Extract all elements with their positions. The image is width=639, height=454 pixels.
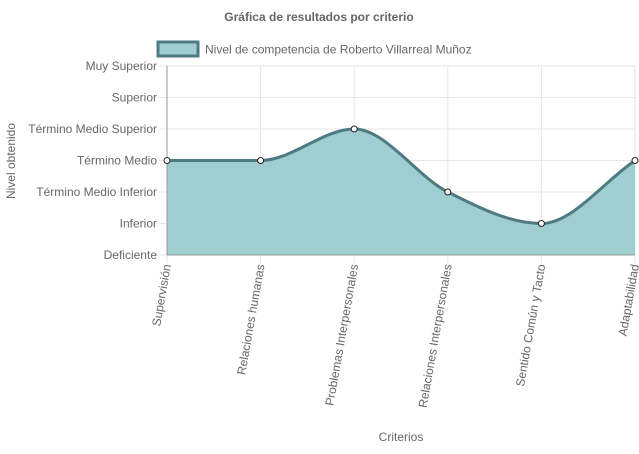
y-tick-label: Término Medio Superior [28, 122, 157, 136]
legend[interactable]: Nivel de competencia de Roberto Villarre… [156, 40, 472, 58]
y-tick-labels: Deficiente Inferior Término Medio Inferior… [28, 59, 157, 262]
legend-label: Nivel de competencia de Roberto Villarre… [205, 43, 472, 57]
series-fill [167, 129, 635, 255]
x-tick-label: Adaptabilidad [616, 263, 639, 337]
data-point[interactable] [163, 157, 171, 164]
data-point[interactable] [257, 157, 265, 164]
data-point[interactable] [537, 220, 545, 227]
y-tick-label: Término Medio Inferior [36, 185, 157, 199]
x-axis-label: Criterios [379, 430, 424, 444]
y-tick-label: Término Medio [77, 154, 157, 168]
chart-title: Gráfica de resultados por criterio [224, 10, 413, 24]
x-tick-label: Problemas Interpersonales [322, 263, 361, 407]
data-point[interactable] [444, 188, 452, 196]
x-tick-label: Sentido Común y Tacto [513, 263, 548, 388]
x-tick-label: Relaciones Interpersonales [416, 263, 455, 409]
y-tick-label: Muy Superior [86, 59, 157, 73]
y-axis-label: Nivel obtenido [4, 123, 18, 199]
x-tick-label: Relaciones humanas [234, 263, 267, 376]
y-tick-label: Deficiente [104, 248, 158, 262]
y-tick-label: Superior [112, 91, 157, 105]
data-point[interactable] [350, 125, 358, 133]
data-points [163, 125, 639, 227]
data-point[interactable] [631, 157, 639, 164]
x-tick-label: Supervisión [149, 263, 174, 327]
x-tick-labels: Supervisión Relaciones humanas Problemas I… [149, 263, 639, 409]
y-tick-label: Inferior [120, 217, 157, 231]
legend-swatch [156, 40, 200, 58]
